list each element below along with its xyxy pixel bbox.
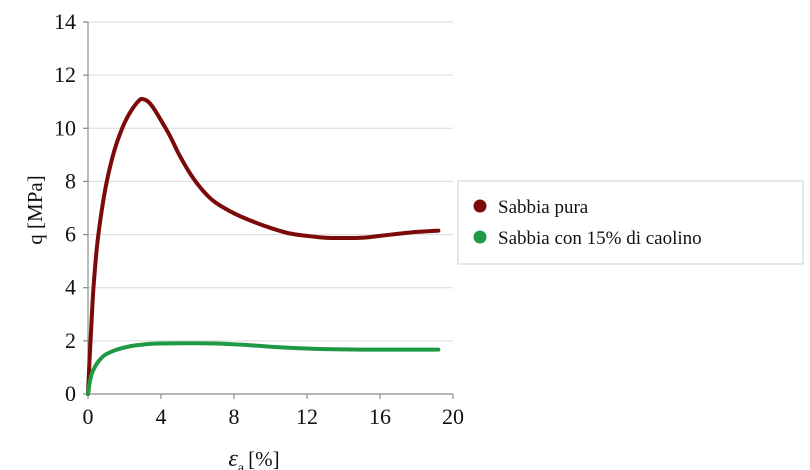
x-axis-title-subscript: a <box>238 461 245 470</box>
legend: Sabbia pura Sabbia con 15% di caolino <box>457 180 804 265</box>
legend-marker <box>473 199 487 213</box>
y-tick-label: 8 <box>65 168 76 193</box>
x-axis-title-symbol: ε <box>228 446 238 470</box>
series-layer <box>86 96 441 396</box>
x-tick-label: 20 <box>442 404 464 429</box>
legend-label: Sabbia con 15% di caolino <box>498 228 702 249</box>
series-line-1 <box>86 96 441 396</box>
x-axis-title-unit: [%] <box>248 447 279 470</box>
y-tick-label: 6 <box>65 222 76 247</box>
legend-marker <box>473 230 487 244</box>
y-tick-label: 12 <box>54 62 76 87</box>
x-tick-label: 8 <box>229 404 240 429</box>
y-tick-label: 14 <box>54 9 76 34</box>
x-tick-label: 0 <box>83 404 94 429</box>
legend-label: Sabbia pura <box>498 197 589 218</box>
axes <box>83 21 454 399</box>
y-tick-label: 4 <box>65 275 76 300</box>
x-axis-title: εa [%] <box>228 446 279 470</box>
y-tick-label: 0 <box>65 381 76 406</box>
tick-labels: 0 2 4 6 8 10 12 14 0 4 8 12 16 20 <box>54 9 464 429</box>
x-tick-label: 12 <box>296 404 318 429</box>
series-line-2 <box>86 341 441 396</box>
legend-box <box>457 180 804 265</box>
y-tick-label: 2 <box>65 328 76 353</box>
grid-lines <box>88 21 453 342</box>
x-tick-label: 4 <box>156 404 167 429</box>
x-tick-label: 16 <box>369 404 391 429</box>
y-tick-label: 10 <box>54 115 76 140</box>
y-axis-title: q [MPa] <box>23 175 47 244</box>
